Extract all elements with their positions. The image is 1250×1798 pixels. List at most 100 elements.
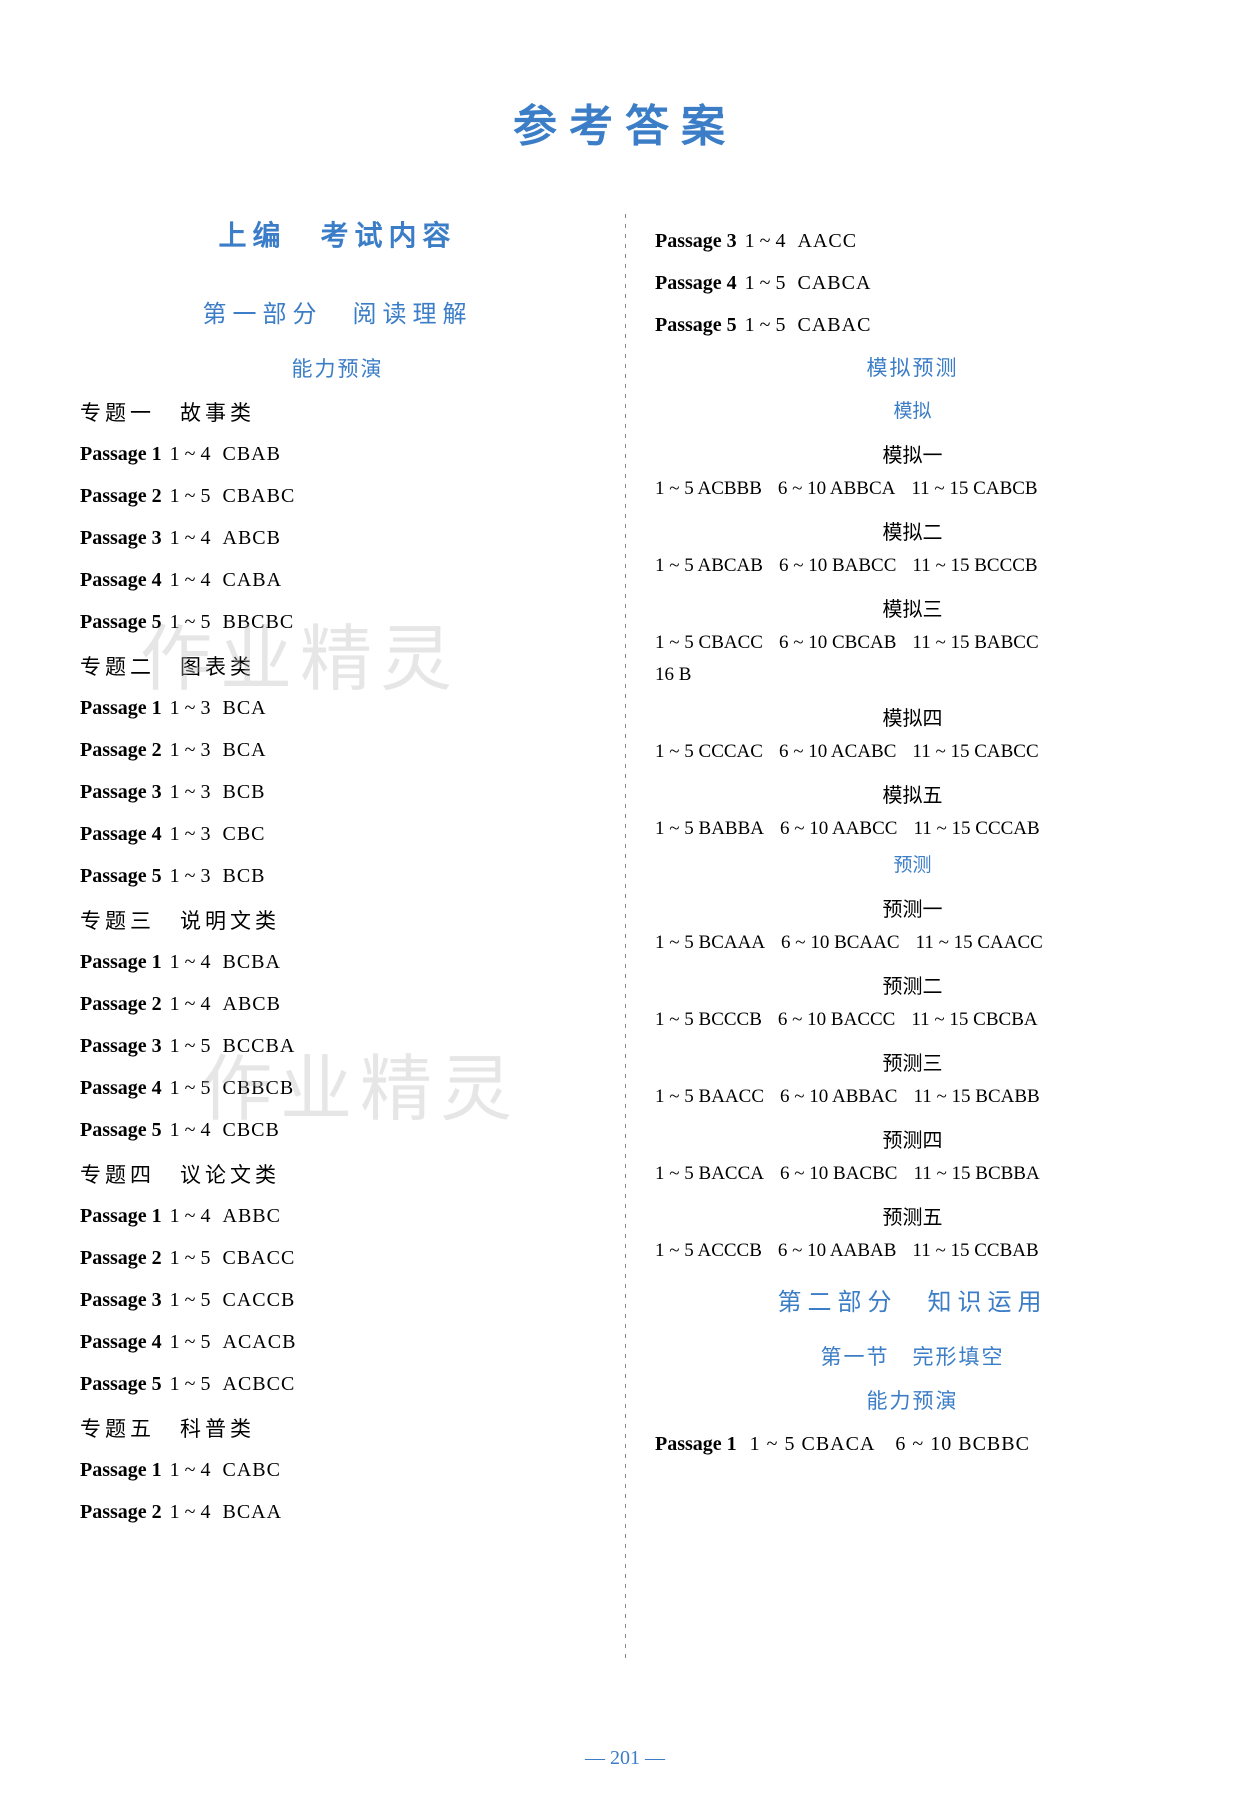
answer-letters: CABAC	[798, 314, 872, 336]
answer-line: Passage 21 ~ 4BCAA	[80, 1497, 595, 1527]
answer-group: 1 ~ 5 BCAAA	[655, 932, 765, 954]
answer-line: Passage 11 ~ 4BCBA	[80, 947, 595, 977]
mock-answer-line: 1 ~ 5 ABCAB 6 ~ 10 BABCC 11 ~ 15 BCCCB	[655, 555, 1170, 577]
topic-heading: 专题四 议论文类	[80, 1159, 595, 1189]
passage-label: Passage 5	[80, 1373, 162, 1395]
passage-label: Passage 5	[80, 865, 162, 887]
question-range: 1 ~ 5	[170, 1373, 211, 1395]
answer-group: 11 ~ 15 CABCC	[912, 741, 1038, 763]
main-title: 参考答案	[80, 90, 1170, 154]
passage-label: Passage 4	[80, 1077, 162, 1099]
answer-line: Passage 21 ~ 5CBABC	[80, 481, 595, 511]
mock-heading: 模拟三	[655, 593, 1170, 622]
mock-title: 模拟	[655, 396, 1170, 423]
answer-group: 11 ~ 15 BCABB	[913, 1086, 1039, 1108]
part-title-2: 第二部分 知识运用	[655, 1282, 1170, 1317]
question-range: 1 ~ 3	[170, 697, 211, 719]
answer-line: Passage 31 ~ 4ABCB	[80, 523, 595, 553]
passage-label: Passage 5	[80, 1119, 162, 1141]
answer-group: 1 ~ 5 ABCAB	[655, 555, 763, 577]
answer-group: 11 ~ 15 BCCCB	[912, 555, 1037, 577]
question-range: 1 ~ 5	[745, 314, 786, 336]
answer-group: 11 ~ 15 CBCBA	[911, 1009, 1037, 1031]
passage-label: Passage 1	[80, 697, 162, 719]
right-column: Passage 31 ~ 4AACCPassage 41 ~ 5CABCAPas…	[625, 214, 1170, 1539]
mock-answer-line: 1 ~ 5 BACCA6 ~ 10 BACBC11 ~ 15 BCBBA	[655, 1163, 1170, 1185]
mock-answer-line: 1 ~ 5 CBACC 6 ~ 10 CBCAB 11 ~ 15 BABCC	[655, 632, 1170, 654]
question-range: 1 ~ 4	[170, 443, 211, 465]
answer-line: Passage 31 ~ 3BCB	[80, 777, 595, 807]
question-range: 1 ~ 3	[170, 739, 211, 761]
answer-line: Passage 51 ~ 5CABAC	[655, 310, 1170, 340]
mock-answer-line: 1 ~ 5 BAACC 6 ~ 10 ABBAC 11 ~ 15 BCABB	[655, 1086, 1170, 1108]
answer-group: 6 ~ 10 BCAAC	[781, 932, 900, 954]
mock-heading: 模拟一	[655, 439, 1170, 468]
answer-line: Passage 41 ~ 5CABCA	[655, 268, 1170, 298]
passage-label: Passage 5	[80, 611, 162, 633]
mock-heading: 预测一	[655, 893, 1170, 922]
answer-line: Passage 31 ~ 4AACC	[655, 226, 1170, 256]
question-range: 1 ~ 5	[170, 1331, 211, 1353]
mock-heading: 模拟二	[655, 516, 1170, 545]
mock-answer-line: 1 ~ 5 BABBA6 ~ 10 AABCC11 ~ 15 CCCAB	[655, 818, 1170, 840]
mock-heading: 预测三	[655, 1047, 1170, 1076]
mock-answer-line: 1 ~ 5 ACBBB6 ~ 10 ABBCA11 ~ 15 CABCB	[655, 478, 1170, 500]
answer-group: 1 ~ 5 CBACC	[655, 632, 763, 654]
answer-letters: BCA	[223, 739, 267, 761]
answer-letters: BBCBC	[223, 611, 295, 633]
content-columns: 上编 考试内容 第一部分 阅读理解 能力预演 专题一 故事类Passage 11…	[80, 214, 1170, 1539]
answer-line: Passage 31 ~ 5CACCB	[80, 1285, 595, 1315]
answer-letters: BCB	[223, 781, 266, 803]
answer-letters: CACCB	[223, 1289, 296, 1311]
answer-letters: ACBCC	[223, 1373, 296, 1395]
answer-line: Passage 5 1 ~ 5 ACBCC	[80, 1369, 595, 1399]
answer-group: 6 ~ 10 AABAB	[778, 1240, 897, 1262]
mock-answer-line: 1 ~ 5 BCAAA 6 ~ 10 BCAAC 11 ~ 15 CAACC	[655, 932, 1170, 954]
answer-group: 11 ~ 15 CAACC	[916, 932, 1043, 954]
ability-preview-title: 能力预演	[80, 353, 595, 383]
answer-line: Passage 21 ~ 3BCA	[80, 735, 595, 765]
answer-letters: BCCBA	[223, 1035, 296, 1057]
mock-answer-line: 1 ~ 5 BCCCB6 ~ 10 BACCC11 ~ 15 CBCBA	[655, 1009, 1170, 1031]
question-range: 1 ~ 4	[170, 1119, 211, 1141]
answer-group: 1 ~ 5 BAACC	[655, 1086, 764, 1108]
answer-line: Passage 11 ~ 4CABC	[80, 1455, 595, 1485]
answer-letters: BCAA	[223, 1501, 283, 1523]
section-title-left: 上编 考试内容	[80, 214, 595, 254]
answer-group: 11 ~ 15 BCBBA	[913, 1163, 1039, 1185]
passage-label: Passage 2	[80, 993, 162, 1015]
ability-preview-title-2: 能力预演	[655, 1385, 1170, 1415]
answer-group: 1 ~ 5 BCCCB	[655, 1009, 762, 1031]
answer-line: Passage 11 ~ 4ABBC	[80, 1201, 595, 1231]
answer-letters: ABCB	[223, 993, 281, 1015]
mock-answer-line: 1 ~ 5 CCCAC6 ~ 10 ACABC11 ~ 15 CABCC	[655, 741, 1170, 763]
answer-group: 11 ~ 15 BABCC	[912, 632, 1038, 654]
answer-letters: CBACC	[223, 1247, 296, 1269]
answer-group: 6 ~ 10 ABBAC	[780, 1086, 897, 1108]
answer-group: 6 ~ 10 ACABC	[779, 741, 896, 763]
question-range: 1 ~ 4	[170, 993, 211, 1015]
answer-group: 6 ~ 10 AABCC	[780, 818, 897, 840]
passage-label: Passage 3	[80, 781, 162, 803]
answer-group: 6 ~ 10 BCBBC	[895, 1433, 1030, 1455]
mock-answer-extra: 16 B	[655, 664, 1170, 686]
question-range: 1 ~ 4	[170, 1205, 211, 1227]
passage-label: Passage 1	[80, 443, 162, 465]
answer-letters: BCA	[223, 697, 267, 719]
topic-heading: 专题三 说明文类	[80, 905, 595, 935]
answer-letters: ACACB	[223, 1331, 297, 1353]
left-column: 上编 考试内容 第一部分 阅读理解 能力预演 专题一 故事类Passage 11…	[80, 214, 625, 1539]
passage-label: Passage 4	[80, 823, 162, 845]
question-range: 1 ~ 5	[170, 1035, 211, 1057]
mock-heading: 预测五	[655, 1201, 1170, 1230]
mock-heading: 预测四	[655, 1124, 1170, 1153]
predict-title: 预测	[655, 850, 1170, 877]
answer-line: Passage 21 ~ 5CBACC	[80, 1243, 595, 1273]
answer-group: 6 ~ 10 BABCC	[779, 555, 896, 577]
passage-label: Passage 3	[80, 1035, 162, 1057]
answer-letters: ABBC	[223, 1205, 281, 1227]
answer-group: 1 ~ 5 BACCA	[655, 1163, 764, 1185]
answer-group: 6 ~ 10 CBCAB	[779, 632, 896, 654]
passage-label: Passage 2	[80, 1501, 162, 1523]
part-title-1: 第一部分 阅读理解	[80, 294, 595, 329]
